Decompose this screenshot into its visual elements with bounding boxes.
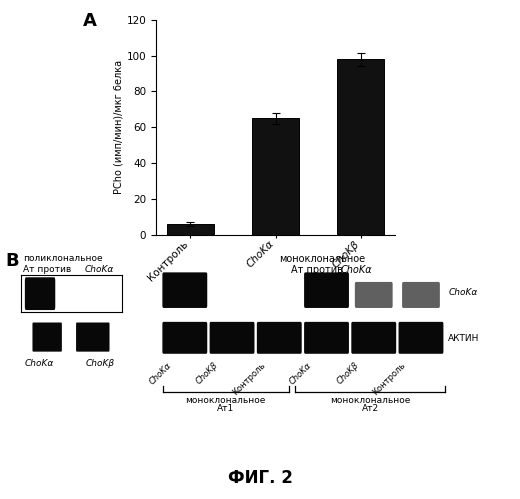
FancyBboxPatch shape xyxy=(162,322,207,354)
Bar xyxy=(167,224,214,235)
FancyBboxPatch shape xyxy=(76,322,110,352)
FancyBboxPatch shape xyxy=(304,322,349,354)
Text: Контроль: Контроль xyxy=(371,361,407,397)
FancyBboxPatch shape xyxy=(210,322,254,354)
Text: A: A xyxy=(83,12,97,30)
FancyBboxPatch shape xyxy=(398,322,444,354)
Text: моноклональное: моноклональное xyxy=(186,396,266,405)
FancyBboxPatch shape xyxy=(162,272,207,308)
Text: ChoKα: ChoKα xyxy=(148,361,173,386)
Text: ChoKα: ChoKα xyxy=(85,265,114,274)
FancyBboxPatch shape xyxy=(32,322,62,352)
Text: B: B xyxy=(5,252,19,270)
FancyBboxPatch shape xyxy=(352,322,396,354)
Text: ФИГ. 2: ФИГ. 2 xyxy=(228,469,292,487)
Text: Контроль: Контроль xyxy=(230,361,267,397)
FancyBboxPatch shape xyxy=(355,282,393,308)
Text: моноклональное: моноклональное xyxy=(279,254,366,264)
Text: ChoKβ: ChoKβ xyxy=(194,361,220,386)
Text: Ат против: Ат против xyxy=(23,265,74,274)
Text: поликлональное: поликлональное xyxy=(23,254,103,263)
FancyBboxPatch shape xyxy=(402,282,440,308)
FancyBboxPatch shape xyxy=(257,322,302,354)
Text: ChoKα: ChoKα xyxy=(448,288,477,297)
FancyBboxPatch shape xyxy=(25,277,55,310)
Bar xyxy=(337,59,384,235)
Y-axis label: РСho (имп/мин)/мкг белка: РСho (имп/мин)/мкг белка xyxy=(114,60,124,194)
Text: Ат против: Ат против xyxy=(291,265,346,275)
Bar xyxy=(252,118,299,235)
Text: Ат2: Ат2 xyxy=(362,404,379,413)
Text: моноклональное: моноклональное xyxy=(330,396,410,405)
Text: ChoKβ: ChoKβ xyxy=(85,359,114,368)
Text: ChoKα: ChoKα xyxy=(25,359,54,368)
Text: АКТИН: АКТИН xyxy=(448,334,479,343)
Text: ChoKα: ChoKα xyxy=(341,265,372,275)
FancyBboxPatch shape xyxy=(304,272,349,308)
Text: ChoKα: ChoKα xyxy=(288,361,314,386)
Text: ChoKβ: ChoKβ xyxy=(335,361,360,386)
Text: Ат1: Ат1 xyxy=(217,404,235,413)
